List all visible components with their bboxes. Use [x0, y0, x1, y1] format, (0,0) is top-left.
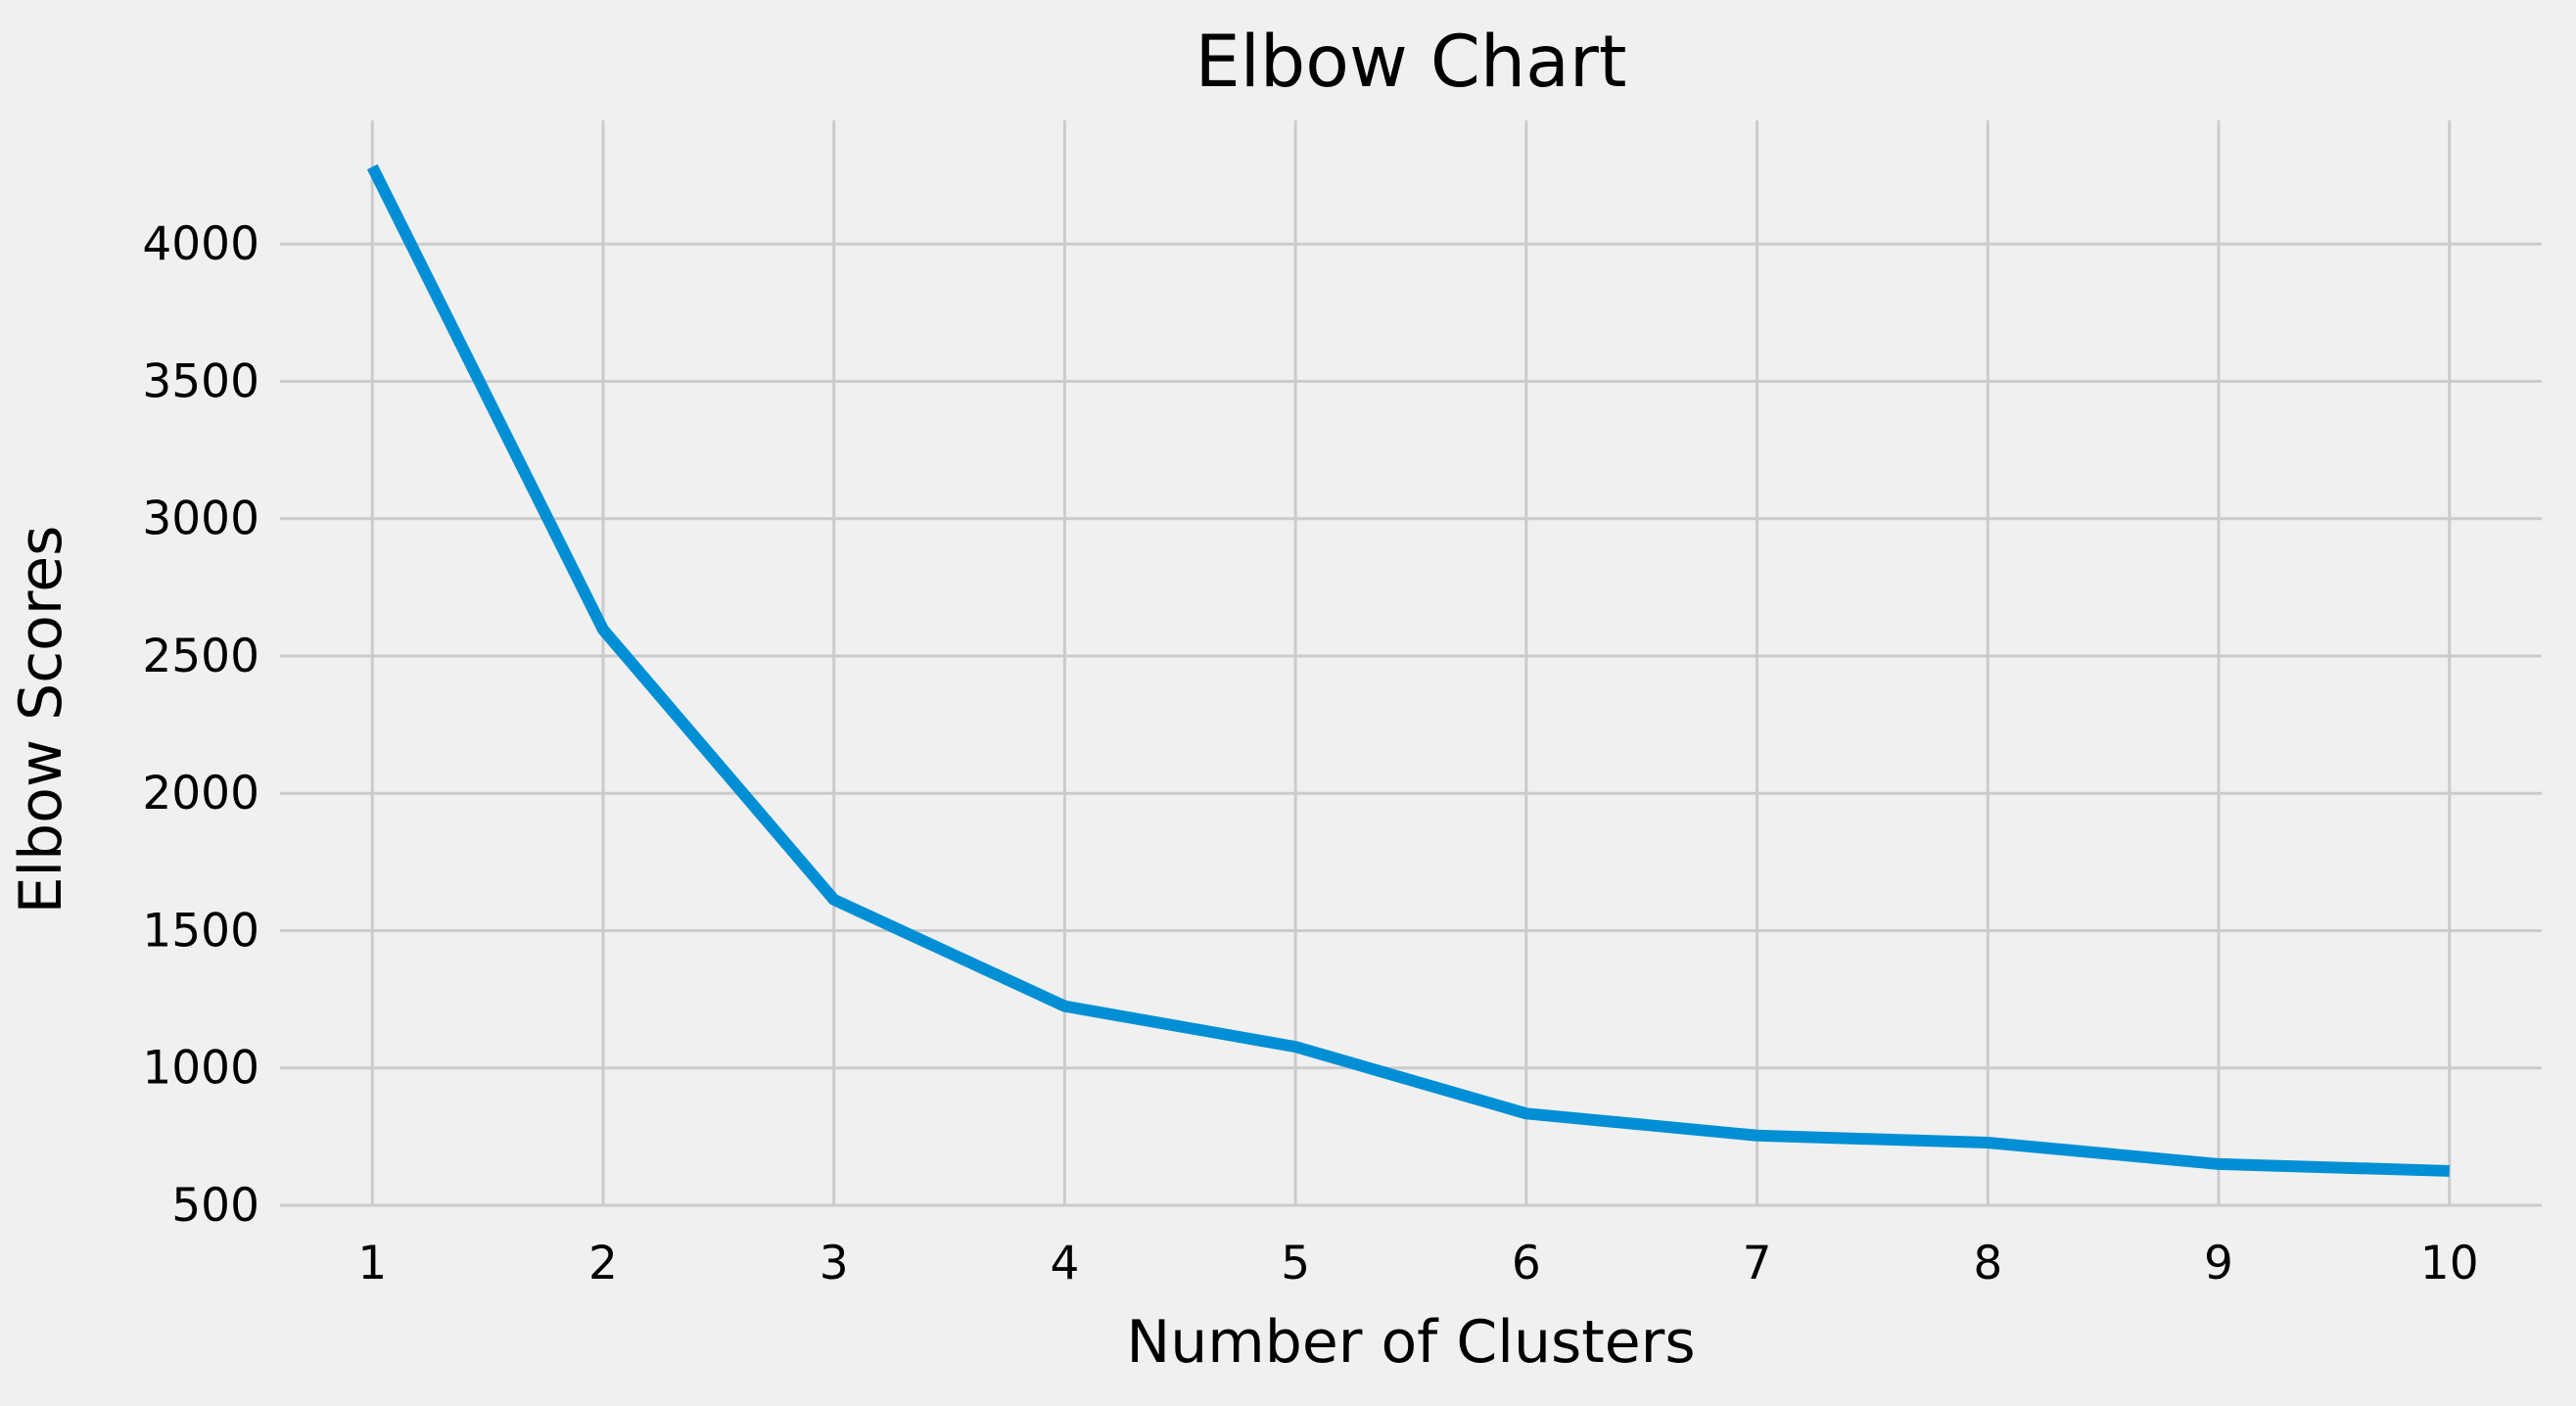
y-axis-label: Elbow Scores: [7, 526, 75, 914]
data-points: [372, 166, 2450, 1172]
x-tick-label: 5: [1281, 1237, 1310, 1290]
y-tick-labels: 500 1000 1500 2000 2500 3000 3500 4000: [142, 217, 259, 1233]
y-tick-label: 1000: [142, 1042, 259, 1096]
x-grid-lines: [370, 120, 2452, 1205]
y-grid-lines: [280, 242, 2542, 1207]
x-tick-label: 3: [820, 1237, 849, 1290]
x-tick-label: 6: [1512, 1237, 1541, 1290]
x-tick-label: 7: [1743, 1237, 1772, 1290]
x-tick-label: 8: [1973, 1237, 2002, 1290]
chart-title: Elbow Chart: [1195, 21, 1627, 104]
y-tick-label: 2000: [142, 767, 259, 820]
y-tick-label: 3500: [142, 354, 259, 408]
y-tick-label: 1500: [142, 904, 259, 958]
x-tick-label: 9: [2204, 1237, 2233, 1290]
x-tick-label: 10: [2420, 1237, 2479, 1290]
series-line: [366, 164, 2450, 1177]
x-tick-label: 4: [1050, 1237, 1079, 1290]
y-tick-label: 500: [171, 1179, 259, 1233]
x-axis-label: Number of Clusters: [1126, 1308, 1695, 1377]
x-tick-labels: 1 2 3 4 5 6 7 8 9 10: [357, 1237, 2478, 1290]
x-tick-label: 2: [588, 1237, 618, 1290]
y-tick-label: 3000: [142, 492, 259, 546]
y-tick-label: 2500: [142, 630, 259, 683]
y-tick-label: 4000: [142, 217, 259, 271]
x-tick-label: 1: [357, 1237, 387, 1290]
